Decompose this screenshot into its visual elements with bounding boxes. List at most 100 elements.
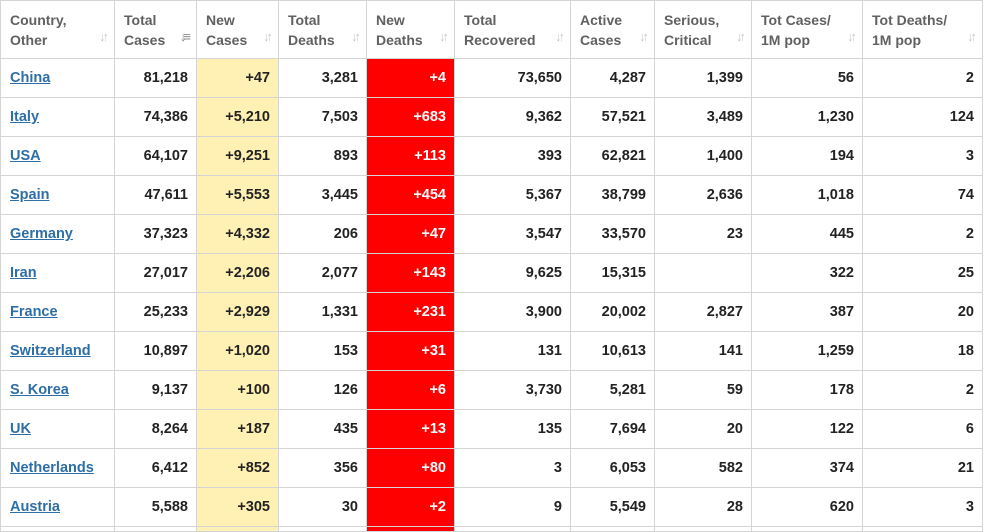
header-label: New (376, 11, 405, 28)
total-recovered-cell (454, 526, 571, 532)
total-cases-cell: 37,323 (114, 214, 197, 254)
new-cases-cell: +305 (196, 487, 279, 527)
active-cases-cell: 10,613 (570, 331, 655, 371)
total-cases-cell: 64,107 (114, 136, 197, 176)
tot-deaths-1m-cell: 74 (862, 175, 983, 215)
tot-cases-1m-cell (751, 526, 863, 532)
sort-updown-icon[interactable]: ↓↑ (439, 29, 449, 44)
total-recovered-cell: 3,900 (454, 292, 571, 332)
tot-deaths-1m-cell: 6 (862, 409, 983, 449)
sort-updown-icon[interactable]: ↓↑ (847, 29, 857, 44)
country-link[interactable]: Austria (10, 499, 60, 515)
new-cases-cell: +4,332 (196, 214, 279, 254)
serious-critical-cell: 28 (654, 487, 752, 527)
column-header-total-deaths[interactable]: Total Deaths ↓↑ (278, 0, 367, 59)
total-recovered-cell: 73,650 (454, 58, 571, 98)
country-cell: France (0, 292, 115, 332)
country-cell: USA (0, 136, 115, 176)
country-link[interactable]: France (10, 304, 58, 320)
header-label: Critical (664, 31, 712, 48)
table-row: Spain 47,611 +5,553 3,445 +454 5,367 38,799 2,6… (0, 175, 983, 215)
total-cases-cell: 6,412 (114, 448, 197, 488)
total-recovered-cell: 5,367 (454, 175, 571, 215)
country-link[interactable]: Italy (10, 109, 40, 125)
country-link[interactable]: Germany (10, 226, 73, 242)
sort-updown-icon[interactable]: ↓↑ (99, 29, 109, 44)
tot-deaths-1m-cell: 18 (862, 331, 983, 371)
country-link[interactable]: Switzerland (10, 343, 91, 359)
header-label: Total (288, 11, 321, 28)
total-recovered-cell: 131 (454, 331, 571, 371)
serious-critical-cell: 1,400 (654, 136, 752, 176)
country-cell: Switzerland (0, 331, 115, 371)
total-recovered-cell: 3,730 (454, 370, 571, 410)
active-cases-cell: 6,053 (570, 448, 655, 488)
country-link[interactable]: USA (10, 148, 41, 164)
header-label: New (206, 11, 235, 28)
total-deaths-cell (278, 526, 367, 532)
country-link[interactable]: UK (10, 421, 31, 437)
sort-updown-icon[interactable]: ↓↑ (639, 29, 649, 44)
new-deaths-cell: +454 (366, 175, 455, 215)
coronavirus-stats-table: Country, Other ↓↑ Total Cases ↓≡ New Cases ↓↑ … (0, 0, 983, 532)
serious-critical-cell (654, 526, 752, 532)
total-cases-cell: 74,386 (114, 97, 197, 137)
active-cases-cell (570, 526, 655, 532)
column-header-new-deaths[interactable]: New Deaths ↓↑ (366, 0, 455, 59)
new-deaths-cell: +80 (366, 448, 455, 488)
tot-cases-1m-cell: 445 (751, 214, 863, 254)
header-label: Serious, (664, 11, 720, 28)
tot-cases-1m-cell: 322 (751, 253, 863, 293)
country-link[interactable]: Spain (10, 187, 50, 203)
country-cell: UK (0, 409, 115, 449)
tot-deaths-1m-cell: 3 (862, 136, 983, 176)
column-header-new-cases[interactable]: New Cases ↓↑ (196, 0, 279, 59)
table-row: Netherlands 6,412 +852 356 +80 3 6,053 582 374 21 (0, 448, 983, 488)
serious-critical-cell: 582 (654, 448, 752, 488)
active-cases-cell: 20,002 (570, 292, 655, 332)
total-recovered-cell: 9 (454, 487, 571, 527)
header-label: Tot Deaths/ (872, 11, 948, 28)
column-header-total-cases[interactable]: Total Cases ↓≡ (114, 0, 197, 59)
sort-updown-icon[interactable]: ↓↑ (351, 29, 361, 44)
country-link[interactable]: Netherlands (10, 460, 94, 476)
total-deaths-cell: 1,331 (278, 292, 367, 332)
header-label: Cases (206, 31, 248, 48)
sort-updown-icon[interactable]: ↓↑ (555, 29, 565, 44)
country-link[interactable]: Iran (10, 265, 37, 281)
column-header-country[interactable]: Country, Other ↓↑ (0, 0, 115, 59)
sort-updown-icon[interactable]: ↓↑ (736, 29, 746, 44)
new-cases-cell: +5,553 (196, 175, 279, 215)
active-cases-cell: 62,821 (570, 136, 655, 176)
column-header-tot-deaths-1m[interactable]: Tot Deaths/1M pop ↓↑ (862, 0, 983, 59)
tot-deaths-1m-cell (862, 526, 983, 532)
total-cases-cell: 27,017 (114, 253, 197, 293)
column-header-active-cases[interactable]: Active Cases ↓↑ (570, 0, 655, 59)
table-row: UK 8,264 +187 435 +13 135 7,694 20 122 6 (0, 409, 983, 449)
total-deaths-cell: 3,281 (278, 58, 367, 98)
tot-cases-1m-cell: 1,230 (751, 97, 863, 137)
new-deaths-cell (366, 526, 455, 532)
table-row: S. Korea 9,137 +100 126 +6 3,730 5,281 59 178 2 (0, 370, 983, 410)
header-label: 1M pop (872, 31, 921, 48)
new-cases-cell: +5,210 (196, 97, 279, 137)
total-cases-cell: 5,588 (114, 487, 197, 527)
header-label: Cases (124, 31, 166, 48)
tot-cases-1m-cell: 387 (751, 292, 863, 332)
column-header-tot-cases-1m[interactable]: Tot Cases/1M pop ↓↑ (751, 0, 863, 59)
table-row: China 81,218 +47 3,281 +4 73,650 4,287 1,399 56 2 (0, 58, 983, 98)
header-label: Deaths (376, 31, 423, 48)
column-header-total-recovered[interactable]: Total Recovered ↓↑ (454, 0, 571, 59)
sort-updown-icon[interactable]: ↓↑ (967, 29, 977, 44)
country-link[interactable]: S. Korea (10, 382, 69, 398)
sort-desc-icon[interactable]: ↓≡ (179, 29, 191, 44)
new-deaths-cell: +4 (366, 58, 455, 98)
column-header-serious-critical[interactable]: Serious, Critical ↓↑ (654, 0, 752, 59)
country-link[interactable]: China (10, 70, 51, 86)
new-cases-cell: +2,206 (196, 253, 279, 293)
tot-deaths-1m-cell: 25 (862, 253, 983, 293)
tot-cases-1m-cell: 374 (751, 448, 863, 488)
new-deaths-cell: +231 (366, 292, 455, 332)
sort-updown-icon[interactable]: ↓↑ (263, 29, 273, 44)
new-cases-cell: +9,251 (196, 136, 279, 176)
